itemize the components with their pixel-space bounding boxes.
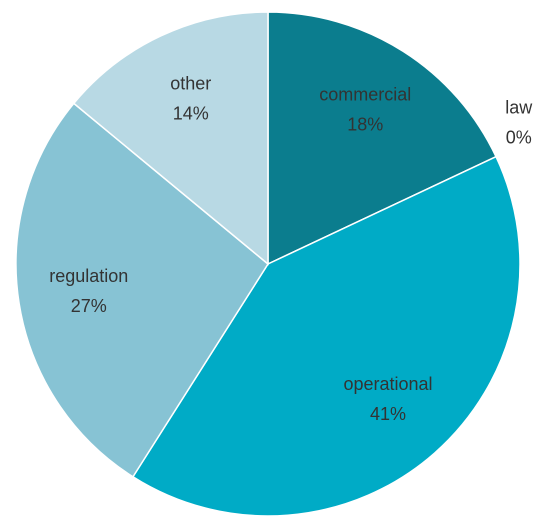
slice-label: commercial [319,85,411,105]
pie-slice [267,11,498,266]
slice-label: regulation [49,266,128,286]
pie-slice [72,11,269,266]
slice-value-label: 14% [173,104,209,124]
pie-slice [131,155,521,517]
slice-label: operational [343,374,432,394]
slice-value-label: 0% [506,128,532,148]
slice-value-label: 27% [71,296,107,316]
slice-value-label: 18% [347,115,383,135]
pie-slice [15,102,269,478]
slice-label: law [505,98,533,118]
slice-label: other [170,74,211,94]
slice-value-label: 41% [370,404,406,424]
